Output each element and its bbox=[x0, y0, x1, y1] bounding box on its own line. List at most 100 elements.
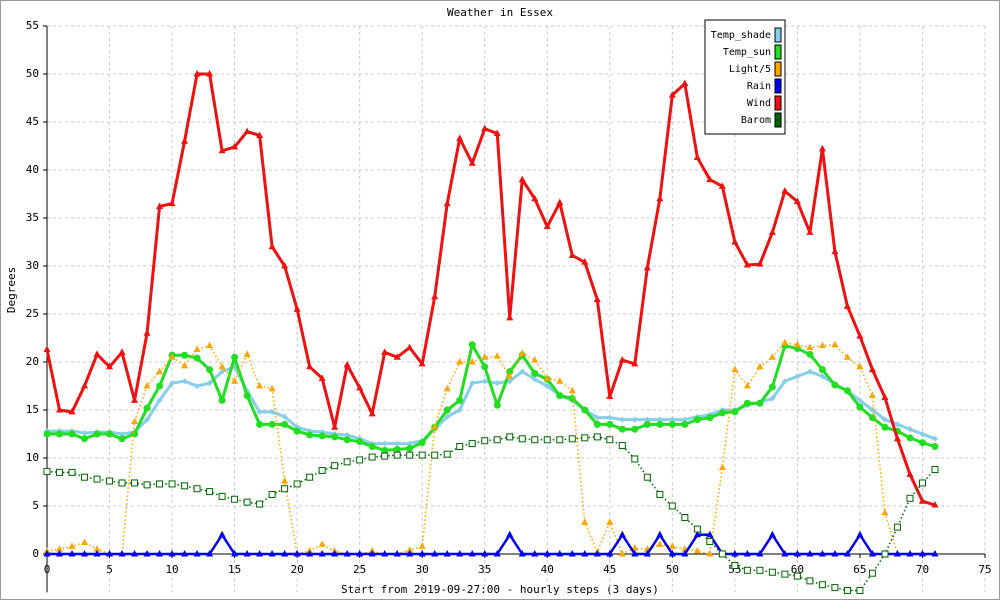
point bbox=[306, 431, 314, 439]
point bbox=[469, 380, 476, 387]
point bbox=[68, 430, 76, 438]
point bbox=[818, 366, 826, 374]
point bbox=[656, 420, 664, 428]
point bbox=[806, 368, 813, 375]
point bbox=[881, 423, 889, 431]
point bbox=[618, 425, 626, 433]
point bbox=[706, 550, 714, 557]
point bbox=[643, 550, 651, 557]
chart-title: Weather in Essex bbox=[447, 6, 553, 19]
point bbox=[81, 382, 89, 389]
point bbox=[443, 406, 451, 414]
point bbox=[393, 353, 401, 360]
point bbox=[318, 432, 326, 440]
point bbox=[394, 440, 401, 447]
point bbox=[418, 359, 426, 367]
point bbox=[281, 550, 289, 557]
point bbox=[406, 440, 413, 447]
point bbox=[268, 420, 276, 428]
point bbox=[668, 91, 676, 98]
point bbox=[468, 440, 476, 448]
point bbox=[856, 403, 864, 411]
point bbox=[406, 546, 414, 553]
point bbox=[606, 550, 614, 557]
point bbox=[194, 383, 201, 389]
point bbox=[793, 340, 801, 348]
point bbox=[143, 329, 151, 336]
point bbox=[506, 368, 514, 376]
point bbox=[506, 313, 514, 321]
y-tick-label: 25 bbox=[26, 307, 39, 320]
point bbox=[706, 175, 714, 183]
point bbox=[818, 144, 826, 152]
point bbox=[918, 439, 926, 447]
point bbox=[56, 468, 64, 476]
point bbox=[443, 550, 451, 557]
point bbox=[456, 550, 464, 557]
point bbox=[406, 444, 414, 452]
point bbox=[68, 550, 76, 557]
point bbox=[93, 545, 101, 552]
point bbox=[843, 550, 851, 557]
point bbox=[156, 480, 164, 488]
point bbox=[56, 430, 64, 438]
point bbox=[631, 550, 639, 557]
point bbox=[156, 202, 164, 209]
point bbox=[506, 530, 514, 538]
point bbox=[81, 538, 89, 545]
point bbox=[656, 530, 664, 538]
point bbox=[481, 363, 489, 371]
point bbox=[743, 382, 751, 389]
point bbox=[518, 349, 526, 356]
point bbox=[681, 79, 689, 87]
point bbox=[368, 442, 376, 450]
point bbox=[306, 473, 314, 481]
point bbox=[281, 420, 289, 428]
point bbox=[343, 458, 351, 466]
point bbox=[618, 442, 626, 450]
point bbox=[43, 550, 51, 557]
point bbox=[206, 488, 214, 496]
point bbox=[81, 435, 89, 443]
point bbox=[718, 550, 726, 558]
point bbox=[293, 480, 301, 488]
point bbox=[543, 436, 551, 444]
point bbox=[731, 550, 739, 557]
point bbox=[768, 228, 776, 235]
point bbox=[444, 413, 451, 420]
point bbox=[331, 462, 339, 470]
point bbox=[693, 530, 701, 538]
point bbox=[56, 545, 64, 552]
point bbox=[331, 433, 339, 441]
point bbox=[893, 434, 901, 442]
point bbox=[869, 407, 876, 413]
point bbox=[368, 550, 376, 557]
point bbox=[931, 442, 939, 450]
legend-label: Rain bbox=[747, 81, 771, 92]
point bbox=[881, 550, 889, 558]
point bbox=[531, 194, 539, 202]
point bbox=[106, 550, 114, 557]
point bbox=[494, 380, 501, 387]
point bbox=[681, 514, 689, 522]
point bbox=[431, 292, 439, 300]
point bbox=[106, 362, 114, 370]
point bbox=[368, 453, 376, 461]
point bbox=[243, 392, 251, 400]
point bbox=[918, 497, 926, 504]
point bbox=[656, 490, 664, 498]
point bbox=[356, 550, 364, 557]
point bbox=[143, 404, 151, 412]
point bbox=[456, 407, 463, 413]
legend-label: Temp_sun bbox=[723, 47, 771, 58]
point bbox=[218, 530, 226, 538]
point bbox=[668, 550, 676, 557]
point bbox=[693, 153, 701, 161]
point bbox=[881, 393, 889, 401]
point bbox=[81, 473, 89, 481]
point bbox=[806, 550, 814, 557]
point bbox=[306, 362, 314, 370]
point bbox=[781, 187, 789, 194]
legend-swatch bbox=[774, 78, 782, 94]
